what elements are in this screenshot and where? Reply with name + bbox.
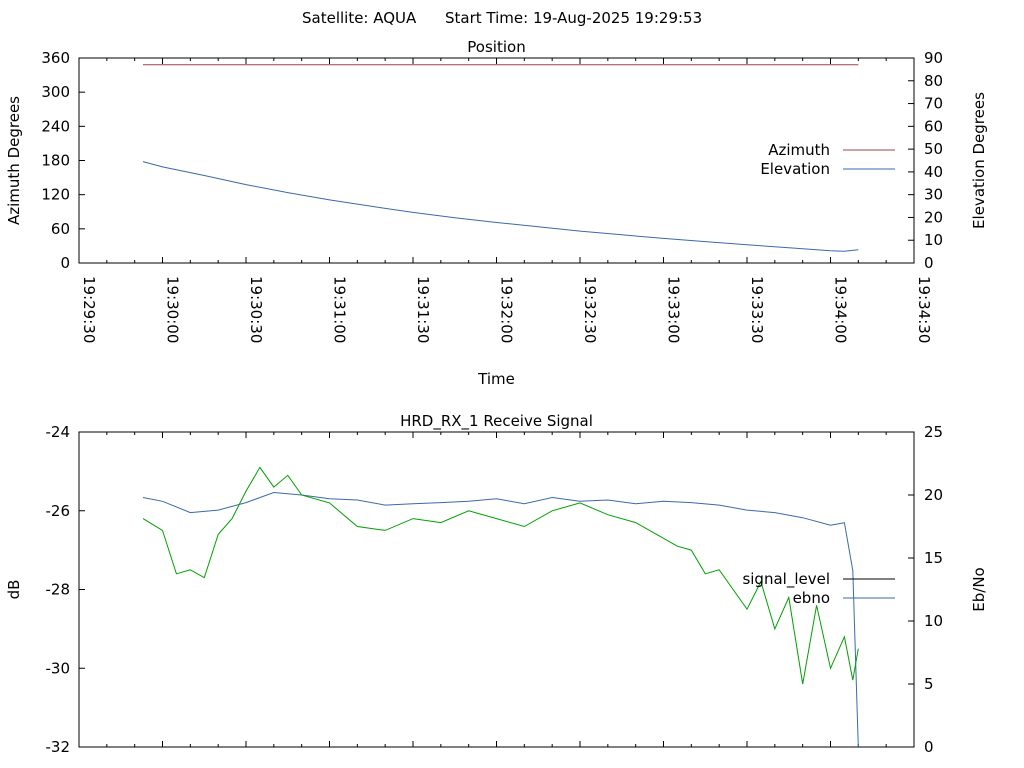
y-tick-label: 240 — [41, 117, 70, 135]
position-chart: Position 0 60 120 180 240 300 360 0 10 20 30 40 50 60 7… — [5, 38, 988, 388]
y-axis-label: dB — [5, 580, 23, 600]
y-tick-label: -30 — [46, 659, 71, 677]
x-tick-label: 19:32:00 — [498, 276, 516, 343]
y-tick-label: -28 — [46, 581, 71, 599]
y2-tick-label: 60 — [924, 117, 943, 135]
header-start-time: Start Time: 19-Aug-2025 19:29:53 — [445, 9, 702, 27]
x-tick-label: 19:29:30 — [80, 276, 98, 343]
legend-label: Azimuth — [768, 141, 830, 159]
y-axis-label: Azimuth Degrees — [5, 96, 23, 225]
y2-tick-label: 20 — [924, 486, 943, 504]
legend-label: ebno — [793, 589, 830, 607]
y-tick-label: -26 — [46, 502, 71, 520]
y2-tick-label: 30 — [924, 186, 943, 204]
y2-tick-label: 80 — [924, 72, 943, 90]
x-axis-label: Time — [477, 370, 515, 388]
y2-tick-label: 10 — [924, 231, 943, 249]
y-tick-label: 60 — [51, 220, 70, 238]
legend-label: signal_level — [742, 570, 830, 589]
series-line-signal-trace-2 — [142, 466, 859, 685]
x-tick-label: 19:34:30 — [915, 276, 933, 343]
y-tick-label: -24 — [46, 423, 71, 441]
y2-tick-label: 20 — [924, 208, 943, 226]
x-tick-label: 19:31:30 — [414, 276, 432, 343]
y2-tick-label: 5 — [924, 675, 934, 693]
plot-frame — [78, 431, 915, 748]
x-tick-label: 19:30:00 — [164, 276, 182, 343]
y2-tick-label: 15 — [924, 549, 943, 567]
y2-axis-label: Eb/No — [970, 567, 988, 611]
y-tick-label: 360 — [41, 49, 70, 67]
y-tick-label: 0 — [60, 254, 70, 272]
y-tick-label: 180 — [41, 152, 70, 170]
y2-tick-label: 0 — [924, 738, 934, 756]
y-tick-label: 300 — [41, 83, 70, 101]
y2-tick-label: 10 — [924, 612, 943, 630]
series-line-Elevation — [142, 161, 859, 252]
chart-title: Position — [467, 38, 525, 56]
x-tick-label: 19:34:00 — [832, 276, 850, 343]
header-satellite: Satellite: AQUA — [302, 9, 417, 27]
y2-tick-label: 40 — [924, 163, 943, 181]
y2-tick-label: 25 — [924, 423, 943, 441]
y2-tick-label: 70 — [924, 95, 943, 113]
y2-tick-label: 0 — [924, 254, 934, 272]
series-line-ebno — [142, 491, 859, 748]
x-tick-label: 19:30:30 — [247, 276, 265, 343]
y2-tick-label: 50 — [924, 140, 943, 158]
x-tick-label: 19:33:30 — [748, 276, 766, 343]
legend-label: Elevation — [760, 160, 830, 178]
y-tick-label: 120 — [41, 186, 70, 204]
x-tick-label: 19:33:00 — [665, 276, 683, 343]
y2-axis-label: Elevation Degrees — [970, 92, 988, 229]
x-tick-label: 19:32:30 — [581, 276, 599, 343]
y2-tick-label: 90 — [924, 49, 943, 67]
receive-signal-chart: HRD_RX_1 Receive Signal -32 -30 -28 -26 -24 0 5… — [5, 412, 988, 756]
chart-title: HRD_RX_1 Receive Signal — [400, 412, 593, 431]
x-tick-label: 19:31:00 — [331, 276, 349, 343]
y-tick-label: -32 — [46, 738, 71, 756]
